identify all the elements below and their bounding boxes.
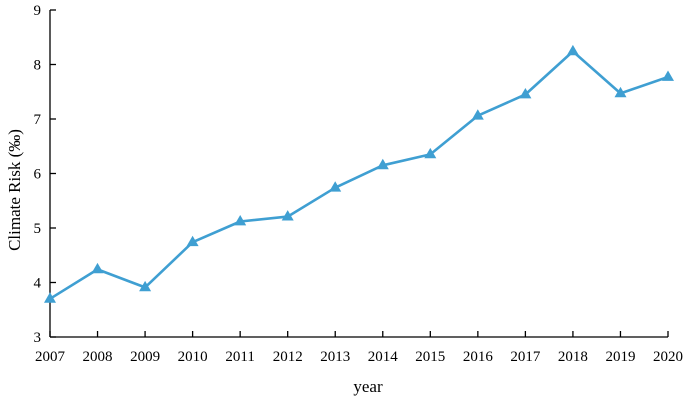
x-tick-label: 2007 — [35, 349, 66, 365]
y-tick-label: 4 — [34, 276, 42, 292]
data-point-marker — [329, 181, 342, 192]
data-point-marker — [139, 280, 152, 292]
y-tick-label: 8 — [34, 58, 42, 74]
y-tick-label: 9 — [34, 3, 42, 19]
x-tick-label: 2016 — [463, 349, 494, 365]
y-axis: 3 4 5 6 7 8 9 — [34, 3, 56, 346]
data-point-marker — [234, 215, 247, 226]
y-tick-label: 7 — [34, 112, 42, 128]
y-tick-label: 6 — [34, 167, 42, 183]
x-tick-label: 2017 — [510, 349, 541, 365]
y-tick-label: 3 — [34, 330, 42, 346]
x-tick-label: 2009 — [130, 349, 160, 365]
y-axis-title: Climate Risk (‰) — [5, 129, 24, 251]
x-tick-label: 2008 — [83, 349, 113, 365]
x-tick-label: 2020 — [653, 349, 683, 365]
series-layer — [44, 44, 674, 303]
x-tick-label: 2015 — [415, 349, 445, 365]
x-tick-label: 2011 — [225, 349, 254, 365]
x-tick-label: 2018 — [558, 349, 588, 365]
data-point-marker — [376, 158, 389, 170]
y-tick-label: 5 — [34, 221, 42, 237]
data-point-marker — [44, 292, 56, 303]
data-point-marker — [614, 86, 627, 98]
x-tick-label: 2014 — [368, 349, 399, 365]
x-tick-label: 2010 — [178, 349, 208, 365]
x-axis-title: year — [353, 377, 383, 396]
x-tick-label: 2019 — [605, 349, 635, 365]
data-point-marker — [662, 70, 674, 81]
data-point-marker — [186, 235, 199, 247]
data-point-marker — [471, 109, 484, 120]
x-tick-label: 2013 — [320, 349, 350, 365]
data-point-marker — [91, 262, 104, 274]
x-axis: 2007 2008 2009 2010 2011 2012 2013 2014 2015 2016… — [35, 331, 683, 365]
data-point-marker — [519, 88, 532, 99]
data-point-marker — [281, 210, 294, 221]
data-point-marker — [566, 44, 579, 56]
series-line — [49, 50, 669, 300]
x-tick-label: 2012 — [273, 349, 303, 365]
data-point-marker — [424, 147, 437, 159]
